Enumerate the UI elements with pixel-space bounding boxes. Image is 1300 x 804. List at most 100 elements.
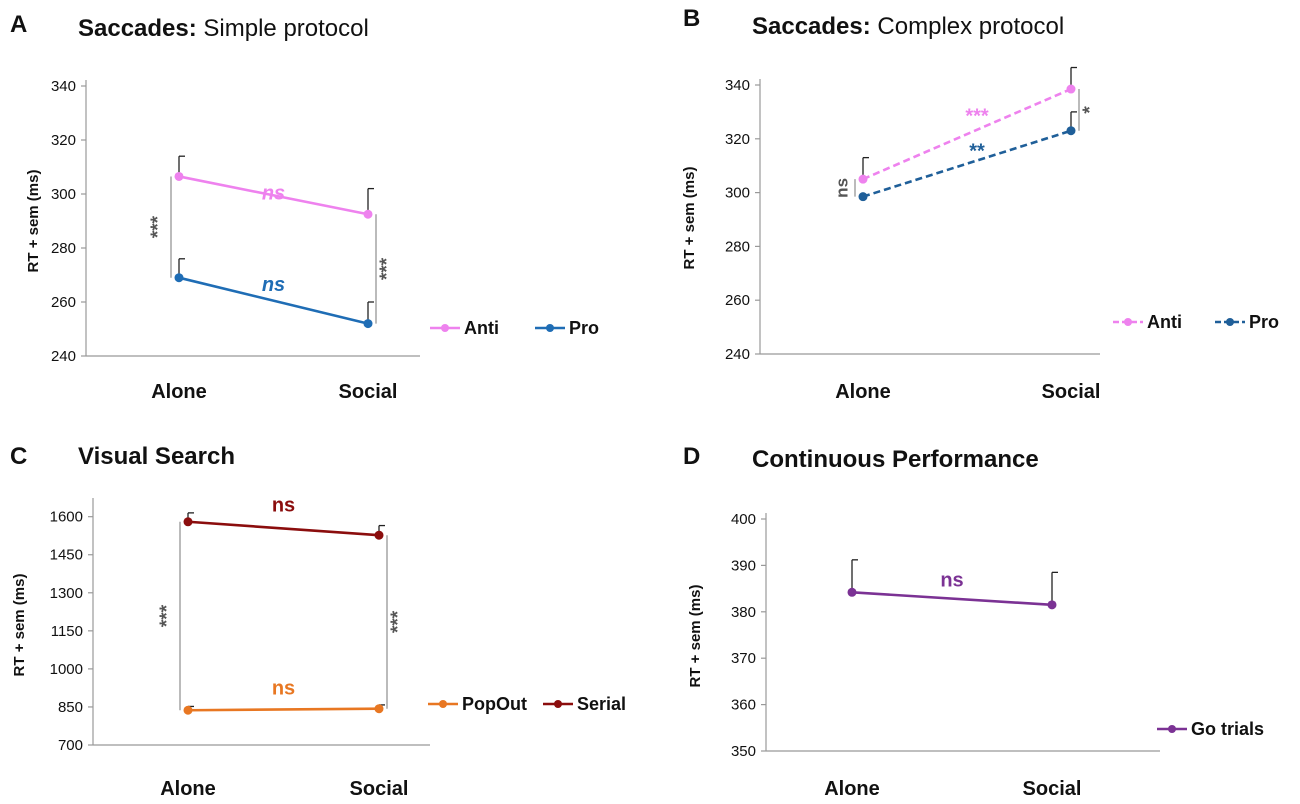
y-tick-label: 1150 [51,623,83,640]
x-category-label: Alone [160,778,216,800]
panel-a: A Saccades: Simple protocol 240 260 280 300 32… [10,11,599,403]
series-popout: ns [183,677,385,715]
series-line [862,129,1072,198]
series-pro: ns [174,258,374,329]
x-category-label: Alone [151,381,207,403]
panel-letter: D [683,443,700,470]
series-serial: ns [183,495,385,540]
y-axis-label: RT + sem (ms) [11,574,28,677]
x-category-label: Social [1042,381,1101,403]
y-tick-label: 370 [731,650,756,667]
significance-label: ns [832,178,851,198]
legend-marker [439,700,447,708]
series-line [851,591,1053,607]
data-point [374,530,384,540]
y-tick-label: 340 [51,78,76,95]
y-tick-label: 1450 [50,547,83,564]
legend-label: Anti [464,318,499,338]
y-tick-label: 240 [725,346,750,363]
x-category-label: Alone [824,778,880,800]
legend: Anti Pro [430,318,599,338]
significance-label: *** [377,257,398,280]
legend-marker [1124,318,1132,326]
series-anti: ns [174,155,374,219]
y-tick-label: 260 [51,294,76,311]
significance-label: * [1080,106,1101,114]
panel-title: Visual Search [78,443,235,470]
title-bold: Saccades: [752,13,871,40]
y-tick-label: 300 [725,185,750,202]
series-annotation: ns [272,677,295,699]
series-pro: ** [858,111,1077,202]
panel-title: Saccades: Complex protocol [752,13,1064,40]
title-rest: Complex protocol [871,13,1064,40]
x-category-label: Social [1023,778,1082,800]
legend-label: Pro [569,318,599,338]
title-bold: Continuous Performance [752,446,1039,473]
legend-label: Go trials [1191,719,1264,739]
legend-label: Anti [1147,312,1182,332]
data-point [1066,126,1076,136]
y-axis-label: RT + sem (ms) [681,167,698,270]
y-axis-label: RT + sem (ms) [687,585,704,688]
series-line [862,87,1072,181]
title-bold: Visual Search [78,443,235,470]
y-tick-label: 320 [725,131,750,148]
data-point [858,192,868,202]
legend-marker [546,324,554,332]
series-line [178,175,369,216]
y-tick-label: 300 [51,186,76,203]
data-point [858,174,868,184]
series-annotation: ns [262,274,285,296]
series-line [187,707,380,712]
data-point [1066,84,1076,94]
legend: PopOut Serial [428,694,626,714]
series-line [187,520,380,537]
legend-marker [441,324,449,332]
y-tick-label: 850 [58,699,83,716]
series-annotation: *** [965,106,989,128]
y-tick-label: 340 [725,77,750,94]
title-rest: Simple protocol [197,15,369,42]
data-point [174,273,184,283]
y-tick-label: 320 [51,132,76,149]
y-tick-label: 390 [731,557,756,574]
y-tick-label: 380 [731,604,756,621]
data-point [183,705,193,715]
significance-label: *** [388,610,409,633]
y-axis-label: RT + sem (ms) [25,170,42,273]
legend-marker [1168,725,1176,733]
y-tick-label: 1000 [50,661,83,678]
y-tick-label: 240 [51,348,76,365]
title-bold: Saccades: [78,15,197,42]
y-tick-label: 400 [731,511,756,528]
data-point [363,209,373,219]
legend: Go trials [1157,719,1264,739]
series-annotation: ns [940,569,963,591]
panel-letter: B [683,5,700,32]
panel-title: Continuous Performance [752,446,1039,473]
significance-label: *** [157,604,178,627]
panel-letter: A [10,11,27,38]
series-annotation: ns [272,495,295,517]
x-category-label: Social [339,381,398,403]
data-point [374,704,384,714]
panel-letter: C [10,443,27,470]
legend-marker [1226,318,1234,326]
series-annotation: ns [262,182,285,204]
y-tick-label: 1600 [50,509,83,526]
significance-label: *** [148,215,169,238]
y-tick-label: 280 [51,240,76,257]
series-go-trials: ns [847,559,1058,610]
panel-b: B Saccades: Complex protocol 240 260 280 300 3… [681,5,1279,403]
panel-c: C Visual Search 700 850 1000 1150 1300 1450 1600… [10,443,626,800]
data-point [174,171,184,181]
y-tick-label: 350 [731,743,756,760]
x-category-label: Social [350,778,409,800]
legend-label: PopOut [462,694,527,714]
y-tick-label: 280 [725,238,750,255]
legend-label: Serial [577,694,626,714]
y-tick-label: 360 [731,697,756,714]
series-annotation: ** [969,141,985,163]
